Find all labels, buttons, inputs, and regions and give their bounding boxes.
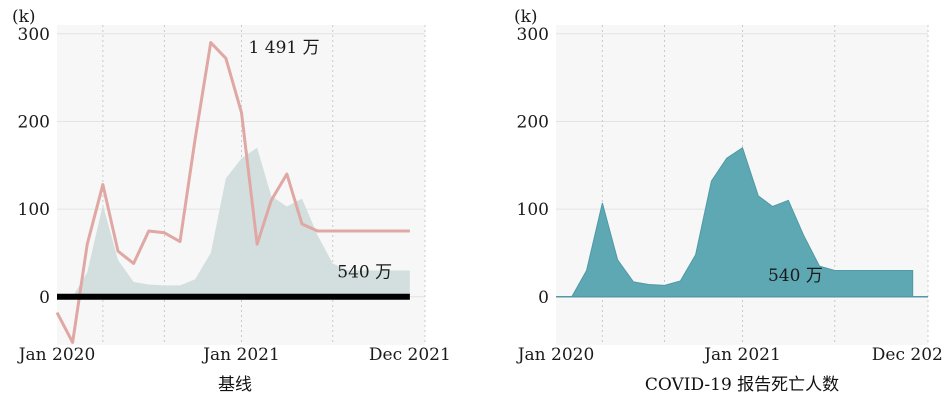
y-tick-label: 100	[18, 200, 50, 220]
y-tick-label: 300	[517, 25, 549, 45]
y-tick-label: 200	[18, 112, 50, 132]
line-series	[55, 41, 410, 344]
x-tick-label: Jan 2020	[516, 345, 595, 365]
chart-caption: COVID-19 报告死亡人数	[645, 375, 839, 395]
annotation-label: 540 万	[337, 262, 392, 282]
x-tick-label: Dec 2021	[369, 345, 451, 365]
y-unit-label: (k)	[12, 7, 36, 27]
chart-panel-baseline: 0 100 200 300(k) Jan 2020 Jan 2021 Dec 2021 1 4…	[12, 7, 451, 395]
annotation-label: 540 万	[768, 266, 823, 286]
x-tick-label: Jan 2020	[17, 345, 96, 365]
chart-caption: 基线	[218, 375, 252, 395]
y-tick-label: 0	[39, 288, 50, 308]
area-series	[57, 147, 410, 297]
y-tick-label: 100	[517, 200, 549, 220]
y-unit-label: (k)	[514, 7, 538, 27]
area-series	[556, 146, 914, 298]
y-tick-label: 200	[517, 112, 549, 132]
y-tick-label: 300	[18, 25, 50, 45]
y-tick-label: 0	[538, 288, 549, 308]
x-tick-label: Jan 2021	[201, 345, 280, 365]
chart-panel-covid-deaths: 0 100 200 300(k) Jan 2020 Jan 2021 Dec 2021 540…	[514, 7, 944, 395]
annotation-label: 1 491 万	[249, 38, 320, 58]
x-tick-label: Dec 2021	[872, 345, 944, 365]
x-tick-label: Jan 2021	[702, 345, 781, 365]
